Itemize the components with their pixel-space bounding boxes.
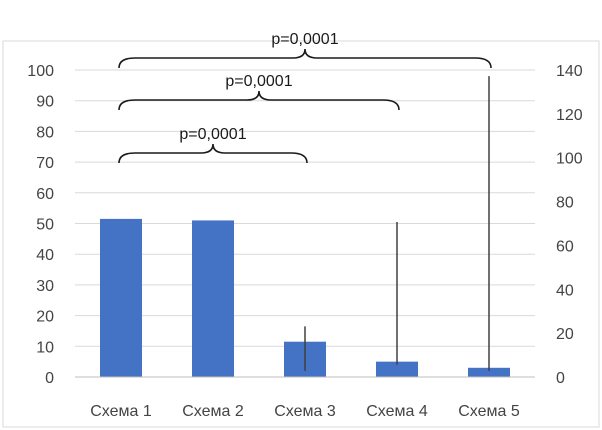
y-tick-label: 90: [36, 94, 54, 111]
y-tick-label: 80: [36, 124, 54, 141]
y-tick-label: 60: [36, 186, 54, 203]
y-tick-label: 20: [36, 309, 54, 326]
bar: [468, 367, 510, 377]
x-tick-label: Схема 2: [182, 403, 244, 420]
x-tick-label: Схема 4: [366, 403, 428, 420]
bar: [192, 220, 234, 377]
p-value-label: p=0,0001: [225, 73, 292, 90]
significance-brace: [118, 48, 492, 69]
p-value-label: p=0,0001: [271, 31, 338, 48]
y2-tick-label: 60: [556, 238, 574, 255]
p-value-label: p=0,0001: [179, 126, 246, 143]
x-tick-label: Схема 1: [90, 403, 152, 420]
y-tick-label: 40: [36, 247, 54, 264]
y2-tick-label: 20: [556, 326, 574, 343]
y2-tick-label: 140: [556, 63, 583, 80]
significance-brace: [118, 90, 400, 111]
axes: 0 10 20 30 40 50 60 70 80 90 100 0 20 40 60 80 100 120 140…: [27, 63, 583, 420]
y2-tick-label: 40: [556, 282, 574, 299]
bar: [100, 218, 142, 377]
y-tick-label: 100: [27, 63, 54, 80]
significance-brace: [118, 143, 308, 164]
y2-tick-label: 100: [556, 151, 583, 168]
y2-tick-label: 120: [556, 107, 583, 124]
y-tick-label: 50: [36, 217, 54, 234]
y-tick-label: 30: [36, 278, 54, 295]
y-tick-label: 70: [36, 155, 54, 172]
annotations: p=0,0001 p=0,0001 p=0,0001: [118, 31, 492, 164]
y2-tick-label: 80: [556, 195, 574, 212]
x-tick-label: Схема 5: [458, 403, 520, 420]
error-bars: [304, 76, 490, 371]
bar: [376, 361, 418, 377]
y-tick-label: 10: [36, 339, 54, 356]
x-tick-label: Схема 3: [274, 403, 336, 420]
y2-tick-label: 0: [556, 370, 565, 387]
y-tick-label: 0: [45, 370, 54, 387]
